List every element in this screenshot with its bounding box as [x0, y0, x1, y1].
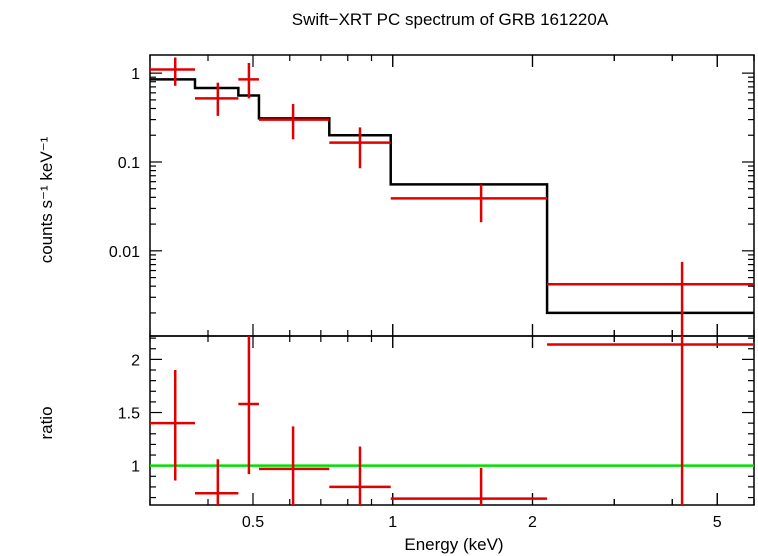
- ratio-point: [390, 467, 548, 505]
- model-step-line: [150, 78, 754, 315]
- y-axis-label-ratio: ratio: [37, 406, 56, 439]
- ratio-panel: 1 1.5 2 0.5 1 2 5: [118, 335, 755, 531]
- y-tick-label-ratio: 1: [131, 459, 140, 476]
- data-point: [390, 184, 548, 223]
- data-point: [329, 127, 391, 169]
- y-tick-label-spectrum: 1: [131, 66, 140, 83]
- data-point: [194, 82, 239, 116]
- data-point: [238, 63, 259, 99]
- chart-title: Swift−XRT PC spectrum of GRB 161220A: [292, 10, 609, 29]
- ratio-point: [194, 459, 239, 505]
- data-point: [258, 103, 330, 140]
- ratio-point: [547, 336, 754, 505]
- y-axis-label-spectrum: counts s⁻¹ keV⁻¹: [37, 136, 56, 263]
- y-tick-label-spectrum: 0.01: [109, 244, 140, 261]
- data-point: [150, 57, 195, 86]
- x-tick-label: 1: [388, 514, 397, 531]
- ratio-point: [150, 370, 195, 481]
- ratio-frame: [149, 335, 755, 506]
- x-tick-label: 2: [528, 514, 537, 531]
- ratio-point: [258, 426, 330, 505]
- x-tick-label: 5: [713, 514, 722, 531]
- ratio-point: [238, 336, 259, 475]
- y-tick-label-spectrum: 0.1: [118, 155, 140, 172]
- data-point: [547, 261, 754, 336]
- x-axis-label: Energy (keV): [404, 535, 503, 554]
- ratio-point: [329, 446, 391, 505]
- y-tick-label-ratio: 1.5: [118, 406, 140, 423]
- x-tick-label: 0.5: [242, 514, 264, 531]
- y-tick-label-ratio: 2: [131, 352, 140, 369]
- spectrum-panel: 0.01 0.1 1: [109, 54, 755, 337]
- spectrum-frame: [149, 54, 755, 337]
